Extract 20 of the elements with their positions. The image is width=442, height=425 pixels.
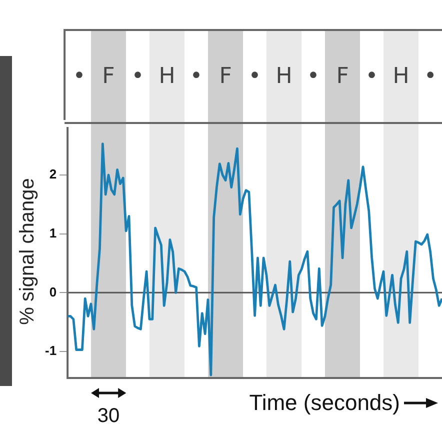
text: H (158, 64, 176, 90)
y-axis-title: % signal change (16, 178, 39, 325)
text: • (131, 64, 144, 90)
x-axis-title: Time (seconds) (249, 390, 400, 415)
text: • (306, 64, 320, 90)
y-tick-label: 0 (49, 284, 57, 300)
text: F (336, 64, 349, 90)
text: F (102, 64, 115, 90)
y-tick-label: -1 (44, 343, 57, 358)
y-tick-label: 1 (49, 225, 57, 240)
text: • (190, 64, 203, 90)
text: • (424, 64, 437, 90)
text: F (219, 64, 232, 90)
text: • (248, 64, 262, 90)
text: 30 (97, 405, 120, 425)
text: • (72, 64, 86, 90)
text: • (365, 64, 378, 90)
text: H (276, 64, 292, 90)
y-tick-label: 2 (49, 166, 57, 182)
text: H (392, 64, 410, 90)
